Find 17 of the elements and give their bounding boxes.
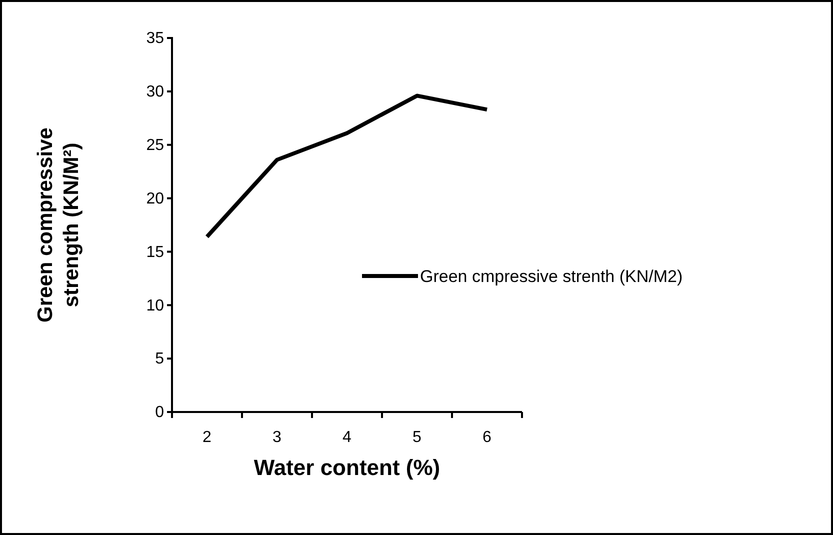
y-tick-label: 15 (146, 244, 164, 261)
x-tick-label: 4 (342, 429, 352, 446)
line-series (205, 94, 489, 239)
y-tick-label: 5 (155, 350, 164, 368)
legend-label: Green cmpressive strenth (KN/M2) (420, 267, 683, 286)
x-tick-label: 5 (412, 429, 422, 446)
y-tick-label: 25 (146, 136, 164, 154)
x-axis-title: Water content (%) (254, 455, 440, 480)
x-tick-label: 2 (202, 429, 212, 446)
y-tick-label: 10 (146, 297, 164, 314)
y-tick-label: 20 (146, 190, 164, 208)
y-tick-label: 30 (146, 84, 164, 101)
y-axis-title: Green compressive strength (KN/M²) (34, 128, 83, 322)
y-tick-label: 35 (146, 30, 164, 48)
x-tick-label: 6 (482, 429, 492, 446)
x-tick-label: 3 (272, 429, 282, 446)
y-tick-label: 0 (155, 404, 164, 422)
